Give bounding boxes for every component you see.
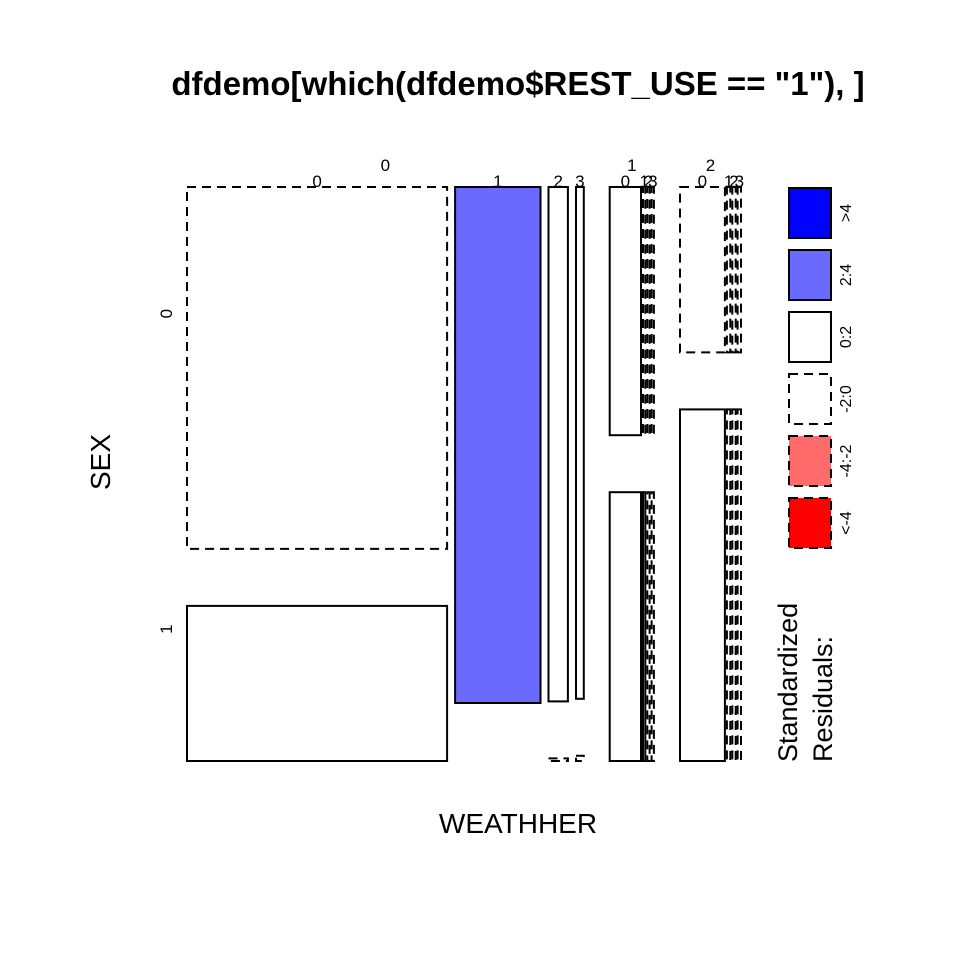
tile-w1-s3-sex1 xyxy=(650,491,655,762)
tile-w0-s3-sex1 xyxy=(575,754,585,762)
sub-label-0-3: 3 xyxy=(575,172,584,191)
legend-label-2: 0:2 xyxy=(838,326,855,348)
residual-legend: >4 2:4 0:2 -2:0 -4:-2 <-4 xyxy=(788,187,855,549)
legend-label-4: -4:-2 xyxy=(838,444,855,477)
legend-swatch-4 xyxy=(788,435,832,487)
sub-label-2-0: 0 xyxy=(698,172,707,191)
tile-w2-s0-sex1 xyxy=(679,408,726,762)
weather-label-1: 1 xyxy=(627,156,636,175)
legend-label-1: 2:4 xyxy=(838,264,855,286)
weather-label-2: 2 xyxy=(706,156,715,175)
sub-label-2-3: 3 xyxy=(735,172,744,191)
tile-w1-s3-sex0 xyxy=(650,186,655,437)
tile-w0-s0-sex1 xyxy=(186,604,449,763)
sub-label-2-1: 1 xyxy=(724,172,733,191)
tile-w1-s1-sex1 xyxy=(642,491,647,762)
legend-label-3: -2:0 xyxy=(838,385,855,413)
sex-label-0: 0 xyxy=(157,309,176,318)
legend-swatch-0 xyxy=(788,187,832,239)
tile-w2-s2-sex0 xyxy=(731,186,737,354)
legend-swatch-5 xyxy=(788,497,832,549)
tile-w0-s1-sex0 xyxy=(454,186,542,704)
legend-title-line2: Residuals: xyxy=(808,636,838,762)
sex-label-1: 1 xyxy=(157,624,176,633)
legend-swatch-1 xyxy=(788,249,832,301)
sub-label-1-3: 3 xyxy=(648,172,657,191)
sub-label-0-0: 0 xyxy=(312,172,321,191)
tile-w2-s2-sex1 xyxy=(731,408,737,762)
chart-title: dfdemo[which(dfdemo$REST_USE == "1"), ] xyxy=(171,65,864,102)
tile-w0-s2-sex0 xyxy=(547,186,569,703)
tile-w0-s0-sex0 xyxy=(186,186,449,550)
y-axis-label: SEX xyxy=(85,434,116,490)
legend-label-0: >4 xyxy=(838,204,855,222)
tile-w2-s3-sex1 xyxy=(736,408,742,762)
sub-label-0-2: 2 xyxy=(553,172,562,191)
tile-w0-s2-sex1 xyxy=(547,757,569,763)
sub-label-1-0: 0 xyxy=(621,172,630,191)
sub-label-0-1: 1 xyxy=(493,172,502,191)
tile-w1-s0-sex1 xyxy=(608,491,643,762)
sub-label-1-1: 1 xyxy=(639,172,648,191)
tile-w2-s1-sex0 xyxy=(725,186,732,354)
tile-w2-s3-sex0 xyxy=(736,186,742,354)
tile-w1-s1-sex0 xyxy=(642,186,647,437)
tile-w1-s0-sex0 xyxy=(608,186,643,437)
weather-label-0: 0 xyxy=(381,156,390,175)
tile-w2-s1-sex1 xyxy=(725,408,732,762)
legend-label-5: <-4 xyxy=(838,511,855,535)
tile-w0-s3-sex0 xyxy=(575,186,585,700)
sub-label-1-2: 2 xyxy=(644,172,653,191)
x-axis-label: WEATHHER xyxy=(439,808,597,839)
tile-w1-s2-sex0 xyxy=(646,186,651,437)
tile-w1-s2-sex1 xyxy=(646,491,651,762)
sub-label-2-2: 2 xyxy=(729,172,738,191)
tile-w2-s0-sex0 xyxy=(679,186,726,354)
legend-swatch-3 xyxy=(788,373,832,425)
legend-title-line1: Standardized xyxy=(773,603,803,762)
mosaic-tiles xyxy=(186,186,742,763)
legend-swatch-2 xyxy=(788,311,832,363)
